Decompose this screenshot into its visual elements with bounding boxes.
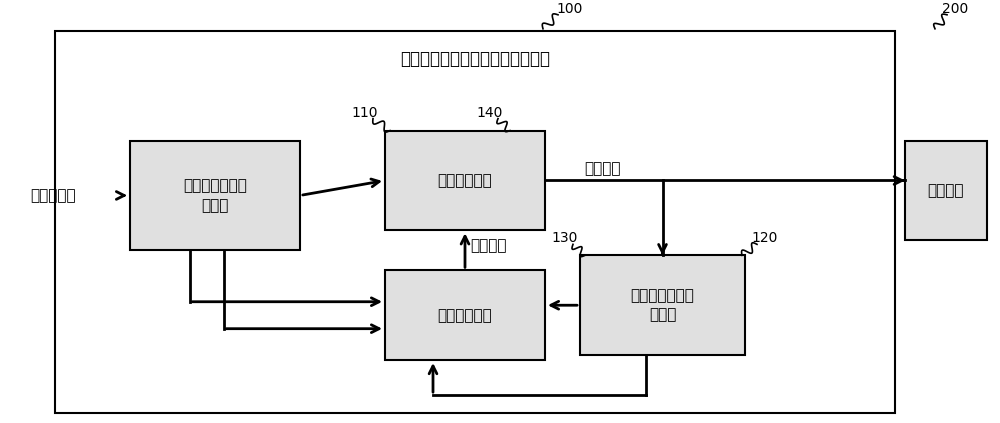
Text: 外部模块在位检测及供电控制装置: 外部模块在位检测及供电控制装置 [400,50,550,68]
Bar [55,31,895,413]
Text: 100: 100 [557,2,583,16]
Bar [580,255,745,355]
Text: 200: 200 [942,2,968,16]
Bar [385,131,545,231]
Bar [905,140,987,240]
Text: 120: 120 [752,231,778,245]
Text: 130: 130 [552,231,578,245]
Text: 电源输出: 电源输出 [584,161,621,176]
Text: 外部模块: 外部模块 [928,183,964,198]
Text: 开关控制模块: 开关控制模块 [438,173,492,188]
Text: 一输入电源: 一输入电源 [30,188,76,203]
Text: 信号处理模块: 信号处理模块 [438,308,492,323]
Bar [130,140,300,250]
Text: 输出电源电压反
馈模块: 输出电源电压反 馈模块 [631,288,694,323]
Text: 110: 110 [352,106,378,120]
Text: 输入电源采样转
换模块: 输入电源采样转 换模块 [183,178,247,213]
Text: 140: 140 [477,106,503,120]
Bar [385,270,545,360]
Text: 开关信号: 开关信号 [470,238,507,253]
